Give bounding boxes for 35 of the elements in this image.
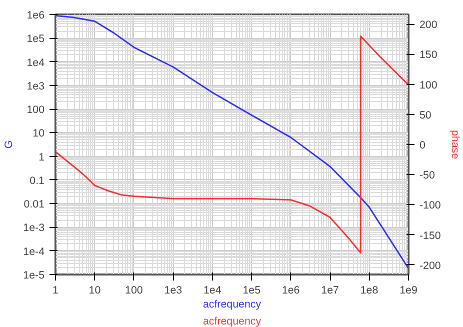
y2-tick-label: 200 bbox=[420, 19, 438, 32]
x-tick-label: 1e6 bbox=[282, 284, 300, 296]
y2-tick-label: 150 bbox=[420, 49, 438, 62]
y-tick-label: 1e-4 bbox=[23, 246, 45, 258]
y-tick-label: 0.1 bbox=[30, 174, 45, 187]
y-tick-label: 1e3 bbox=[26, 80, 45, 92]
x-tick-label: 100 bbox=[125, 284, 143, 296]
y-tick-label: 1 bbox=[38, 151, 45, 164]
y2-tick-label: -200 bbox=[420, 260, 441, 272]
x-tick-label: 1 bbox=[52, 284, 59, 296]
x-tick-label: 1e4 bbox=[204, 284, 222, 296]
y2-tick-label: 50 bbox=[420, 109, 432, 122]
y-tick-label: 1e-5 bbox=[23, 270, 45, 282]
y2-tick-label: -50 bbox=[420, 170, 435, 182]
y-tick-label: 1e4 bbox=[26, 56, 45, 69]
y-tick-label: 0.01 bbox=[24, 198, 45, 211]
x-tick-label: 1e9 bbox=[400, 284, 418, 296]
x-tick-label: 10 bbox=[88, 284, 101, 296]
y-axis-title: G bbox=[3, 140, 16, 149]
y-tick-label: 1e5 bbox=[26, 33, 45, 46]
text: acfrequency bbox=[202, 316, 262, 327]
x-tick-label: 1e7 bbox=[321, 284, 340, 296]
y2-tick-label: 0 bbox=[420, 140, 426, 152]
y-tick-label: 1e6 bbox=[26, 10, 45, 22]
x-tick-label: 1e5 bbox=[242, 284, 261, 296]
y2-axis-title: phase bbox=[448, 130, 461, 160]
x-tick-label: 1e8 bbox=[360, 284, 378, 296]
y2-tick-label: -150 bbox=[420, 230, 441, 242]
y-tick-label: 1e-3 bbox=[23, 222, 45, 234]
y2-tick-label: 100 bbox=[420, 79, 438, 92]
y-tick-label: 100 bbox=[26, 104, 45, 116]
x-tick-label: 1e3 bbox=[164, 284, 182, 296]
x-axis-title: acfrequency bbox=[202, 298, 262, 310]
y-tick-label: 10 bbox=[32, 128, 45, 140]
y2-tick-label: -100 bbox=[420, 200, 441, 212]
